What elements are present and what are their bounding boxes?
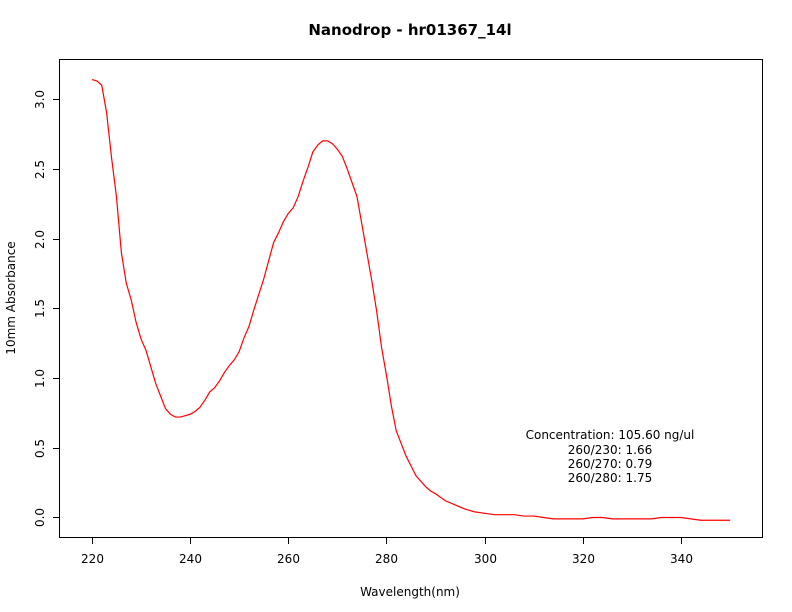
y-tick-label: 0.5: [33, 439, 47, 458]
chart-title: Nanodrop - hr01367_14l: [308, 21, 511, 39]
x-tick-label: 240: [179, 552, 202, 566]
x-tick-label: 260: [277, 552, 300, 566]
absorbance-series-line: [91, 78, 731, 521]
y-tick-label: 2.5: [33, 160, 47, 179]
concentration-label: Concentration: 105.60 ng/ul: [526, 428, 695, 442]
y-tick-label: 1.0: [33, 369, 47, 388]
x-tick-label: 280: [375, 552, 398, 566]
y-axis-label: 10mm Absorbance: [4, 241, 18, 354]
stats-annotation: Concentration: 105.60 ng/ul 260/230: 1.6…: [526, 428, 695, 485]
x-tick-label: 300: [474, 552, 497, 566]
x-tick-label: 320: [572, 552, 595, 566]
x-axis: 220 240 260 280 300 320 340: [81, 537, 693, 566]
x-axis-label: Wavelength(nm): [360, 585, 460, 599]
y-tick-label: 2.0: [33, 230, 47, 249]
ratio-260-270-label: 260/270: 0.79: [568, 457, 652, 471]
y-tick-label: 3.0: [33, 90, 47, 109]
y-tick-label: 1.5: [33, 299, 47, 318]
ratio-260-230-label: 260/230: 1.66: [568, 443, 652, 457]
x-tick-label: 220: [81, 552, 104, 566]
ratio-260-280-label: 260/280: 1.75: [568, 471, 652, 485]
x-tick-label: 340: [670, 552, 693, 566]
y-axis: 0.0 0.5 1.0 1.5 2.0 2.5 3.0: [33, 90, 60, 527]
y-tick-label: 0.0: [33, 508, 47, 527]
